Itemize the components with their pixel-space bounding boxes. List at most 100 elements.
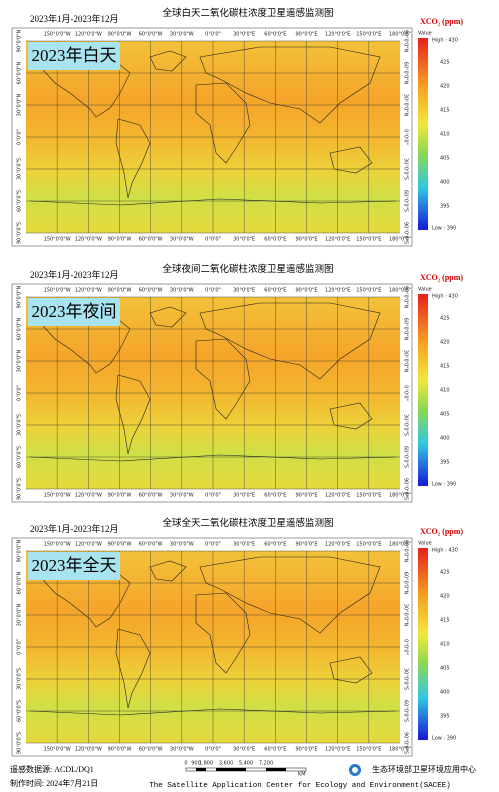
- lat-label: 0°0'0": [17, 639, 23, 655]
- legend-high: High : 430: [432, 38, 458, 44]
- lon-label: 90°0'0"E: [295, 288, 317, 294]
- lon-label: 30°0'0"W: [170, 493, 194, 499]
- colorbar: [418, 38, 428, 230]
- scale-label: 1,800: [199, 761, 213, 767]
- lon-label: 0°0'0": [205, 237, 221, 243]
- lon-label: 180°0'0": [389, 542, 411, 548]
- lat-label: 0°0'0": [17, 129, 23, 145]
- lon-label: 30°0'0"W: [170, 237, 194, 243]
- lon-label: 30°0'0"E: [233, 542, 255, 548]
- legend-low: Low : 390: [432, 482, 456, 488]
- legend-tick: 420: [440, 594, 450, 600]
- legend-tick: 395: [440, 204, 450, 210]
- map-title: 全球夜间二氧化碳柱浓度卫星遥感监测图: [162, 263, 333, 275]
- lon-label: 150°0'0"E: [356, 237, 381, 243]
- legend-tick: 420: [440, 84, 450, 90]
- legend-tick: 395: [440, 714, 450, 720]
- lon-label: 120°0'0"W: [75, 288, 102, 294]
- lat-label: 90°0'0"N: [403, 540, 409, 563]
- lon-label: 0°0'0": [205, 542, 221, 548]
- scale-label: 900: [191, 761, 201, 767]
- legend-tick: 415: [440, 364, 450, 370]
- lon-label: 120°0'0"W: [75, 32, 102, 38]
- legend-tick: 410: [440, 642, 450, 648]
- lat-label: 60°0'0"N: [17, 61, 23, 84]
- lon-label: 120°0'0"E: [325, 32, 350, 38]
- lat-label: 90°0'0"S: [403, 478, 409, 500]
- logo: [352, 767, 358, 773]
- lon-label: 60°0'0"W: [139, 542, 163, 548]
- legend-tick: 405: [440, 412, 450, 418]
- lon-label: 180°0'0": [389, 32, 411, 38]
- badge-bg: [28, 298, 120, 326]
- lon-label: 0°0'0": [205, 747, 221, 753]
- lon-label: 30°0'0"W: [170, 32, 194, 38]
- lon-label: 60°0'0"E: [264, 493, 286, 499]
- lat-label: 30°0'0"N: [403, 94, 409, 117]
- lat-label: 60°0'0"N: [17, 317, 23, 340]
- lat-label: 30°0'0"S: [17, 414, 23, 436]
- lat-label: 60°0'0"S: [403, 446, 409, 468]
- lat-label: 90°0'0"N: [403, 286, 409, 309]
- lat-label: 60°0'0"N: [403, 62, 409, 85]
- lat-label: 60°0'0"N: [403, 318, 409, 341]
- legend-tick: 395: [440, 460, 450, 466]
- lon-label: 60°0'0"W: [139, 288, 163, 294]
- legend-tick: 405: [440, 666, 450, 672]
- date-range: 2023年1月-2023年12月: [30, 269, 119, 280]
- lon-label: 180°0'0": [389, 493, 411, 499]
- lon-label: 90°0'0"E: [295, 542, 317, 548]
- lat-label: 30°0'0"S: [17, 668, 23, 690]
- lon-label: 150°0'0"E: [356, 493, 381, 499]
- legend-high: High : 430: [432, 548, 458, 554]
- legend-tick: 425: [440, 60, 450, 66]
- legend-title: XCO₂ (ppm): [420, 273, 463, 282]
- lat-label: 60°0'0"N: [403, 572, 409, 595]
- map-title: 全球全天二氧化碳柱浓度卫星遥感监测图: [162, 517, 333, 529]
- lat-label: 60°0'0"N: [17, 571, 23, 594]
- scale-label: 7,200: [259, 761, 273, 767]
- lon-label: 60°0'0"W: [139, 747, 163, 753]
- lon-label: 90°0'0"E: [295, 493, 317, 499]
- lon-label: 120°0'0"E: [325, 493, 350, 499]
- lon-label: 90°0'0"W: [108, 288, 132, 294]
- lon-label: 90°0'0"W: [108, 493, 132, 499]
- org-cn: 生态环境部卫星环境应用中心: [372, 764, 476, 774]
- lon-label: 150°0'0"E: [356, 542, 381, 548]
- footer: 遥感数据源: ACDL/DQ1 制作时间: 2024年7月21日 生态环境部卫星…: [10, 761, 476, 790]
- legend-tick: 400: [440, 690, 450, 696]
- lat-label: 30°0'0"S: [403, 668, 409, 690]
- scale-bar: [185, 767, 307, 772]
- lat-label: 90°0'0"S: [17, 732, 23, 754]
- lat-label: 0°0'0": [403, 385, 409, 401]
- colorbar: [418, 548, 428, 740]
- lat-label: 90°0'0"N: [17, 285, 23, 308]
- legend-tick: 410: [440, 132, 450, 138]
- lon-label: 30°0'0"E: [233, 747, 255, 753]
- lon-label: 150°0'0"W: [44, 288, 71, 294]
- lon-label: 120°0'0"E: [325, 747, 350, 753]
- lat-label: 90°0'0"S: [403, 222, 409, 244]
- lat-label: 0°0'0": [403, 639, 409, 655]
- lon-label: 90°0'0"W: [108, 542, 132, 548]
- lon-label: 30°0'0"E: [233, 493, 255, 499]
- legend-low: Low : 390: [432, 736, 456, 742]
- lon-label: 150°0'0"W: [44, 747, 71, 753]
- lat-label: 30°0'0"N: [403, 350, 409, 373]
- legend-low: Low : 390: [432, 226, 456, 232]
- legend-tick: 415: [440, 618, 450, 624]
- scale-label: 5,400: [239, 761, 253, 767]
- lon-label: 60°0'0"E: [264, 288, 286, 294]
- legend-tick: 415: [440, 108, 450, 114]
- lat-label: 30°0'0"N: [17, 349, 23, 372]
- lat-label: 90°0'0"N: [17, 539, 23, 562]
- lon-label: 180°0'0": [389, 288, 411, 294]
- lat-label: 60°0'0"S: [17, 190, 23, 212]
- lon-label: 90°0'0"E: [295, 237, 317, 243]
- badge: 2023年白天: [32, 46, 117, 65]
- badge: 2023年夜间: [32, 302, 117, 321]
- legend-tick: 410: [440, 388, 450, 394]
- badge: 2023年全天: [32, 556, 117, 575]
- legend-tick: 405: [440, 156, 450, 162]
- lon-label: 90°0'0"W: [108, 237, 132, 243]
